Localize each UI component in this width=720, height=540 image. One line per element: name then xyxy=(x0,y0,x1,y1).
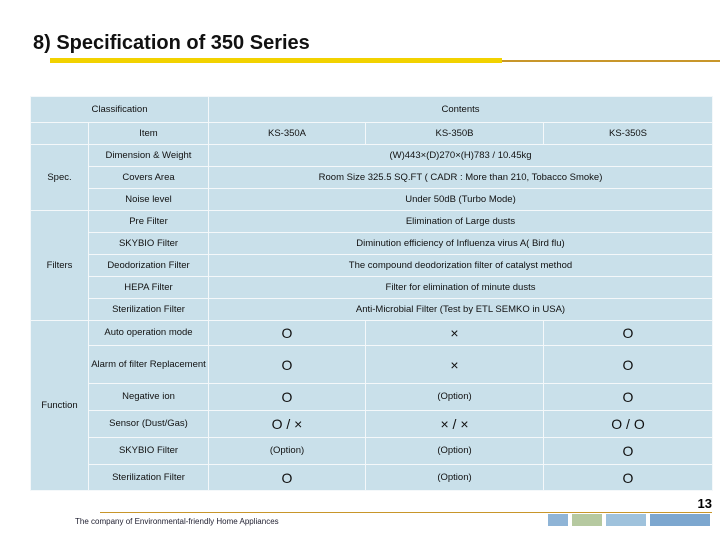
column-header: KS-350B xyxy=(365,122,544,145)
value-cell: O xyxy=(543,464,713,491)
logo xyxy=(572,514,602,526)
value-cell: (Option) xyxy=(208,437,366,465)
spec-row: Function Auto operation mode O × O xyxy=(30,320,713,491)
page-number: 13 xyxy=(697,496,712,511)
title-bar xyxy=(50,58,502,63)
item-cell: Dimension & Weight xyxy=(88,144,209,167)
item-cell: Sensor (Dust/Gas) xyxy=(88,410,209,438)
value-cell: The compound deodorization filter of cat… xyxy=(208,254,713,277)
value-cell: × / × xyxy=(365,410,544,438)
item-cell: Negative ion xyxy=(88,383,209,411)
column-header: KS-350A xyxy=(208,122,366,145)
spec-row: Deodorization Filter The compound deodori… xyxy=(31,254,713,277)
value-cell: (Option) xyxy=(365,383,544,411)
footer-slogan: The company of Environmental-friendly Ho… xyxy=(75,517,279,526)
value-cell: (Option) xyxy=(365,437,544,465)
item-cell: SKYBIO Filter xyxy=(88,437,209,465)
item-row: Item KS-350A KS-350B KS-350S xyxy=(30,122,713,145)
value-cell: O / × xyxy=(208,410,366,438)
value-cell: O xyxy=(208,383,366,411)
value-cell: O xyxy=(543,437,713,465)
spec-row: Sensor (Dust/Gas) O / × × / × O / O xyxy=(31,410,713,438)
item-cell: Auto operation mode xyxy=(88,320,209,346)
column-header: Item xyxy=(88,122,209,145)
item-cell: Sterilization Filter xyxy=(88,298,209,321)
group-label: Filters xyxy=(30,210,89,321)
header-cell: Classification xyxy=(30,96,209,123)
slide-title: 8) Specification of 350 Series xyxy=(33,32,310,54)
group-label: Function xyxy=(30,320,89,491)
item-cell: Sterilization Filter xyxy=(88,464,209,491)
item-cell: HEPA Filter xyxy=(88,276,209,299)
spec-row: Covers Area Room Size 325.5 SQ.FT ( CADR … xyxy=(31,166,713,189)
footer-rule xyxy=(100,512,712,513)
value-cell: × xyxy=(365,320,544,346)
value-cell: O xyxy=(208,464,366,491)
value-cell: O xyxy=(543,320,713,346)
spec-row: SKYBIO Filter (Option) (Option) O xyxy=(31,437,713,465)
item-cell: Pre Filter xyxy=(88,210,209,233)
spec-table: Classification Contents Item KS-350A KS-350B… xyxy=(30,96,713,491)
value-cell: (Option) xyxy=(365,464,544,491)
column-header: KS-350S xyxy=(543,122,713,145)
spec-row: Sterilization Filter Anti-Microbial Filte… xyxy=(31,298,713,321)
header-row: Classification Contents xyxy=(30,96,713,123)
item-cell: SKYBIO Filter xyxy=(88,232,209,255)
value-cell: × xyxy=(365,345,544,384)
value-cell: O xyxy=(543,383,713,411)
spec-row: Alarm of filter Replacement O × O xyxy=(31,345,713,384)
spec-row: Spec. Dimension & Weight (W)443×(D)270×(H)… xyxy=(30,144,713,211)
spec-row: Sterilization Filter O (Option) O xyxy=(31,464,713,491)
value-cell: Anti-Microbial Filter (Test by ETL SEMKO… xyxy=(208,298,713,321)
header-cell: Contents xyxy=(208,96,713,123)
value-cell: O xyxy=(543,345,713,384)
item-cell: Deodorization Filter xyxy=(88,254,209,277)
logo xyxy=(606,514,646,526)
logo xyxy=(650,514,710,526)
spec-row: Filters Pre Filter Elimination of Large du… xyxy=(30,210,713,321)
logo xyxy=(548,514,568,526)
spec-row: Noise level Under 50dB (Turbo Mode) xyxy=(31,188,713,211)
group-label: Spec. xyxy=(30,144,89,211)
title-rule xyxy=(502,60,720,62)
value-cell: Filter for elimination of minute dusts xyxy=(208,276,713,299)
spec-row: HEPA Filter Filter for elimination of min… xyxy=(31,276,713,299)
value-cell: Under 50dB (Turbo Mode) xyxy=(208,188,713,211)
empty-cell xyxy=(30,122,89,145)
value-cell: Room Size 325.5 SQ.FT ( CADR : More than… xyxy=(208,166,713,189)
value-cell: O xyxy=(208,320,366,346)
value-cell: (W)443×(D)270×(H)783 / 10.45kg xyxy=(208,144,713,167)
value-cell: Elimination of Large dusts xyxy=(208,210,713,233)
item-cell: Covers Area xyxy=(88,166,209,189)
item-cell: Alarm of filter Replacement xyxy=(88,345,209,384)
item-cell: Noise level xyxy=(88,188,209,211)
spec-row: Negative ion O (Option) O xyxy=(31,383,713,411)
value-cell: O xyxy=(208,345,366,384)
spec-row: SKYBIO Filter Diminution efficiency of In… xyxy=(31,232,713,255)
value-cell: O / O xyxy=(543,410,713,438)
value-cell: Diminution efficiency of Influenza virus… xyxy=(208,232,713,255)
